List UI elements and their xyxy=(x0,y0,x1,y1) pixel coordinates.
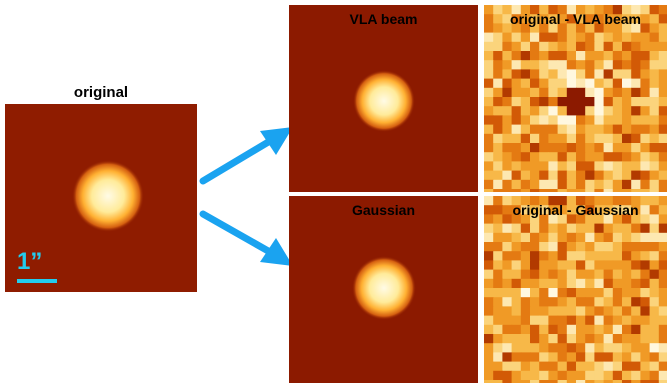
arrow-down-icon xyxy=(199,210,293,266)
scale-bar xyxy=(17,279,57,283)
gaussian-image: Gaussian xyxy=(289,196,478,383)
scale-label: 1” xyxy=(17,248,43,275)
original-image: 1” xyxy=(5,104,197,292)
residual-vla-image: original - VLA beam xyxy=(484,5,667,192)
residual-vla-label: original - VLA beam xyxy=(510,11,641,27)
residual-gaussian-image: original - Gaussian xyxy=(484,196,667,383)
arrow-up-icon xyxy=(199,127,293,185)
original-title: original xyxy=(73,84,129,101)
vla-beam-image: VLA beam xyxy=(289,5,478,192)
gaussian-label: Gaussian xyxy=(351,202,416,218)
residual-gaussian-label: original - Gaussian xyxy=(512,202,639,218)
vla-beam-label: VLA beam xyxy=(349,11,418,27)
